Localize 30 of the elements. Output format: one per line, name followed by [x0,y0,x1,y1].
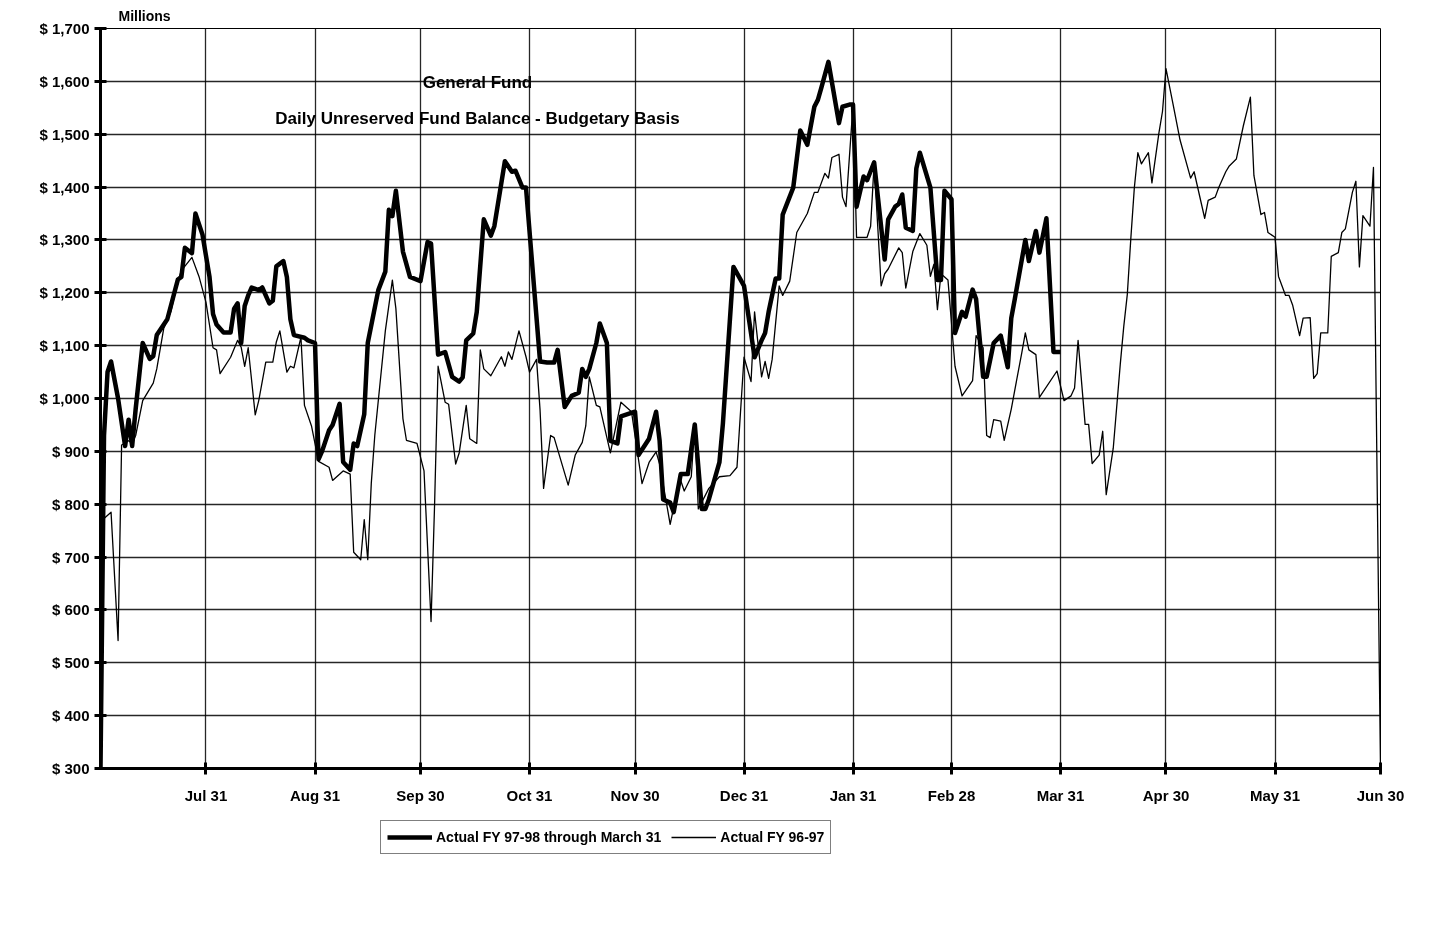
y-tick-label: $ 1,600 [39,72,90,90]
x-tick-label: Jul 31 [184,786,228,804]
x-tick-label: Jun 30 [1356,786,1405,804]
y-tick-label: $ 300 [51,760,90,777]
x-tick-label: Jan 31 [829,786,877,804]
x-tick-label: Oct 31 [506,786,553,804]
x-tick-label: Aug 31 [290,786,341,804]
legend-label: Actual FY 96-97 [720,829,825,845]
y-tick-label: $ 700 [51,548,90,566]
y-tick-label: $ 1,000 [39,390,90,407]
y-tick-label: $ 800 [51,495,90,513]
legend-label: Actual FY 97-98 through March 31 [436,829,662,845]
y-tick-label: $ 1,200 [39,284,90,302]
y-tick-label: $ 1,300 [39,231,90,249]
x-tick-label: Nov 30 [610,786,660,804]
y-tick-label: $ 500 [51,654,90,672]
y-tick-label: $ 1,500 [39,125,90,143]
x-tick-label: Feb 28 [927,786,976,804]
x-tick-label: Sep 30 [396,786,445,804]
y-tick-label: $ 1,100 [39,337,90,355]
y-tick-label: $ 1,400 [39,178,90,196]
x-tick-label: Mar 31 [1036,786,1085,804]
x-tick-label: May 31 [1249,786,1301,804]
y-tick-label: $ 1,700 [39,20,90,37]
x-tick-label: Dec 31 [719,786,769,804]
y-tick-label: $ 900 [51,442,90,460]
x-tick-label: Apr 30 [1142,786,1190,804]
y-tick-label: $ 400 [51,707,90,725]
y-axis-title: Millions [118,7,171,24]
y-tick-label: $ 600 [51,601,90,619]
